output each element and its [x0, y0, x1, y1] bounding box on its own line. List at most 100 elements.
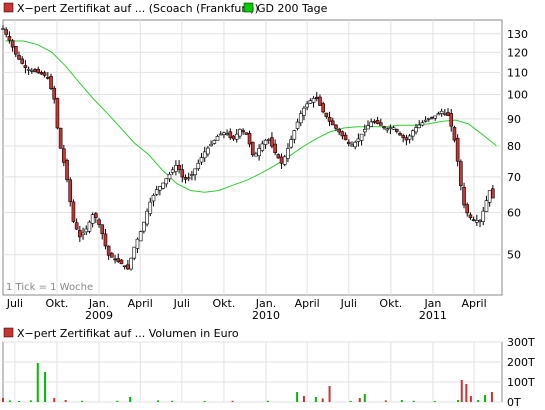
candle-body	[209, 143, 213, 147]
price-plot-frame	[2, 19, 503, 296]
candle-body	[151, 195, 156, 202]
price-y-tick-label: 120	[507, 46, 528, 59]
candle-body	[378, 122, 383, 126]
candle-body	[161, 182, 165, 189]
volume-y-tick-label: 200T	[507, 356, 535, 369]
candle-body	[126, 264, 130, 270]
volume-y-tick-label: 0T	[507, 396, 521, 409]
candle-body	[276, 154, 281, 159]
candle-body	[289, 139, 293, 148]
candle-body	[206, 147, 210, 155]
candle-body	[478, 220, 482, 222]
candle-body	[106, 245, 111, 256]
candle-body	[17, 55, 21, 60]
candle-body	[193, 168, 197, 176]
candle-body	[71, 201, 76, 222]
candle-body	[174, 165, 178, 172]
candle-body	[247, 132, 252, 145]
candle-body	[116, 258, 121, 262]
candle-body	[471, 219, 476, 221]
legend-swatch-ma200	[243, 2, 254, 13]
volume-bar	[460, 380, 463, 402]
candle-body	[449, 113, 454, 127]
volume-bar	[157, 400, 160, 402]
candle-body	[443, 113, 447, 115]
candle-body	[170, 169, 175, 173]
candle-body	[260, 143, 265, 151]
candle-body	[417, 124, 422, 129]
volume-series	[2, 363, 493, 402]
x-tick-label: Jan.	[255, 297, 276, 310]
candle-body	[81, 232, 85, 236]
x-tick-label: Okt.	[46, 297, 69, 310]
candle-body	[177, 165, 181, 170]
candle-body	[55, 98, 60, 129]
volume-y-tick-label: 100T	[507, 376, 535, 389]
candle-body	[132, 246, 137, 259]
candle-body	[302, 107, 306, 116]
candle-body	[343, 134, 348, 141]
candle-body	[142, 221, 146, 232]
candle-body	[14, 46, 18, 55]
price-y-tick-label: 100	[507, 88, 528, 101]
candle-body	[279, 156, 284, 164]
candle-body	[305, 103, 309, 108]
volume-bar	[2, 398, 4, 402]
x-tick-year: 2009	[85, 309, 113, 322]
candle-body	[330, 120, 335, 126]
candle-body	[23, 65, 28, 68]
volume-bar	[412, 400, 415, 402]
candle-body	[84, 228, 89, 233]
candle-body	[270, 137, 274, 147]
tick-note: 1 Tick = 1 Woche	[6, 282, 93, 293]
x-tick-label: April	[462, 297, 487, 310]
candle-body	[362, 129, 367, 133]
legend-swatch-price	[3, 2, 14, 13]
candle-body	[314, 96, 319, 100]
candle-body	[135, 238, 140, 249]
candle-body	[439, 110, 444, 114]
candle-body	[10, 40, 15, 48]
candle-body	[372, 121, 377, 123]
candle-body	[407, 135, 412, 140]
candle-body	[359, 133, 364, 141]
volume-bar	[358, 398, 361, 402]
volume-bar	[266, 400, 269, 402]
price-y-tick-label: 80	[507, 140, 521, 153]
candle-body	[401, 135, 406, 138]
candle-body	[222, 132, 226, 135]
candle-body	[491, 188, 495, 199]
candle-body	[110, 253, 114, 258]
candle-body	[436, 113, 441, 116]
candle-body	[231, 135, 236, 140]
candle-body	[7, 36, 12, 41]
candle-body	[340, 131, 345, 137]
volume-bar	[116, 400, 119, 402]
candle-body	[273, 143, 277, 153]
price-y-tick-label: 60	[507, 207, 521, 220]
price-y-axis: 50 60 70 80 90 100 110 120 130	[507, 28, 528, 262]
x-tick-label: Juli	[6, 297, 23, 310]
candle-body	[391, 127, 396, 130]
candle-body	[411, 130, 415, 137]
candle-body	[324, 112, 329, 117]
candle-body	[398, 133, 402, 136]
volume-bar	[64, 400, 67, 402]
candle-body	[39, 72, 44, 75]
candle-body	[350, 144, 354, 147]
candle-body	[190, 174, 194, 176]
price-y-tick-label: 110	[507, 66, 528, 79]
x-tick-year: 2011	[419, 309, 447, 322]
candle-body	[308, 100, 313, 104]
volume-bar	[321, 398, 324, 402]
candle-body	[286, 148, 290, 159]
candle-body	[33, 69, 37, 72]
price-grid	[3, 20, 502, 295]
volume-bar	[231, 400, 234, 402]
candle-body	[481, 210, 486, 222]
candle-body	[68, 179, 73, 202]
volume-bar	[8, 400, 11, 402]
candle-body	[452, 127, 457, 141]
candle-body	[298, 113, 303, 124]
volume-bar	[314, 397, 317, 402]
